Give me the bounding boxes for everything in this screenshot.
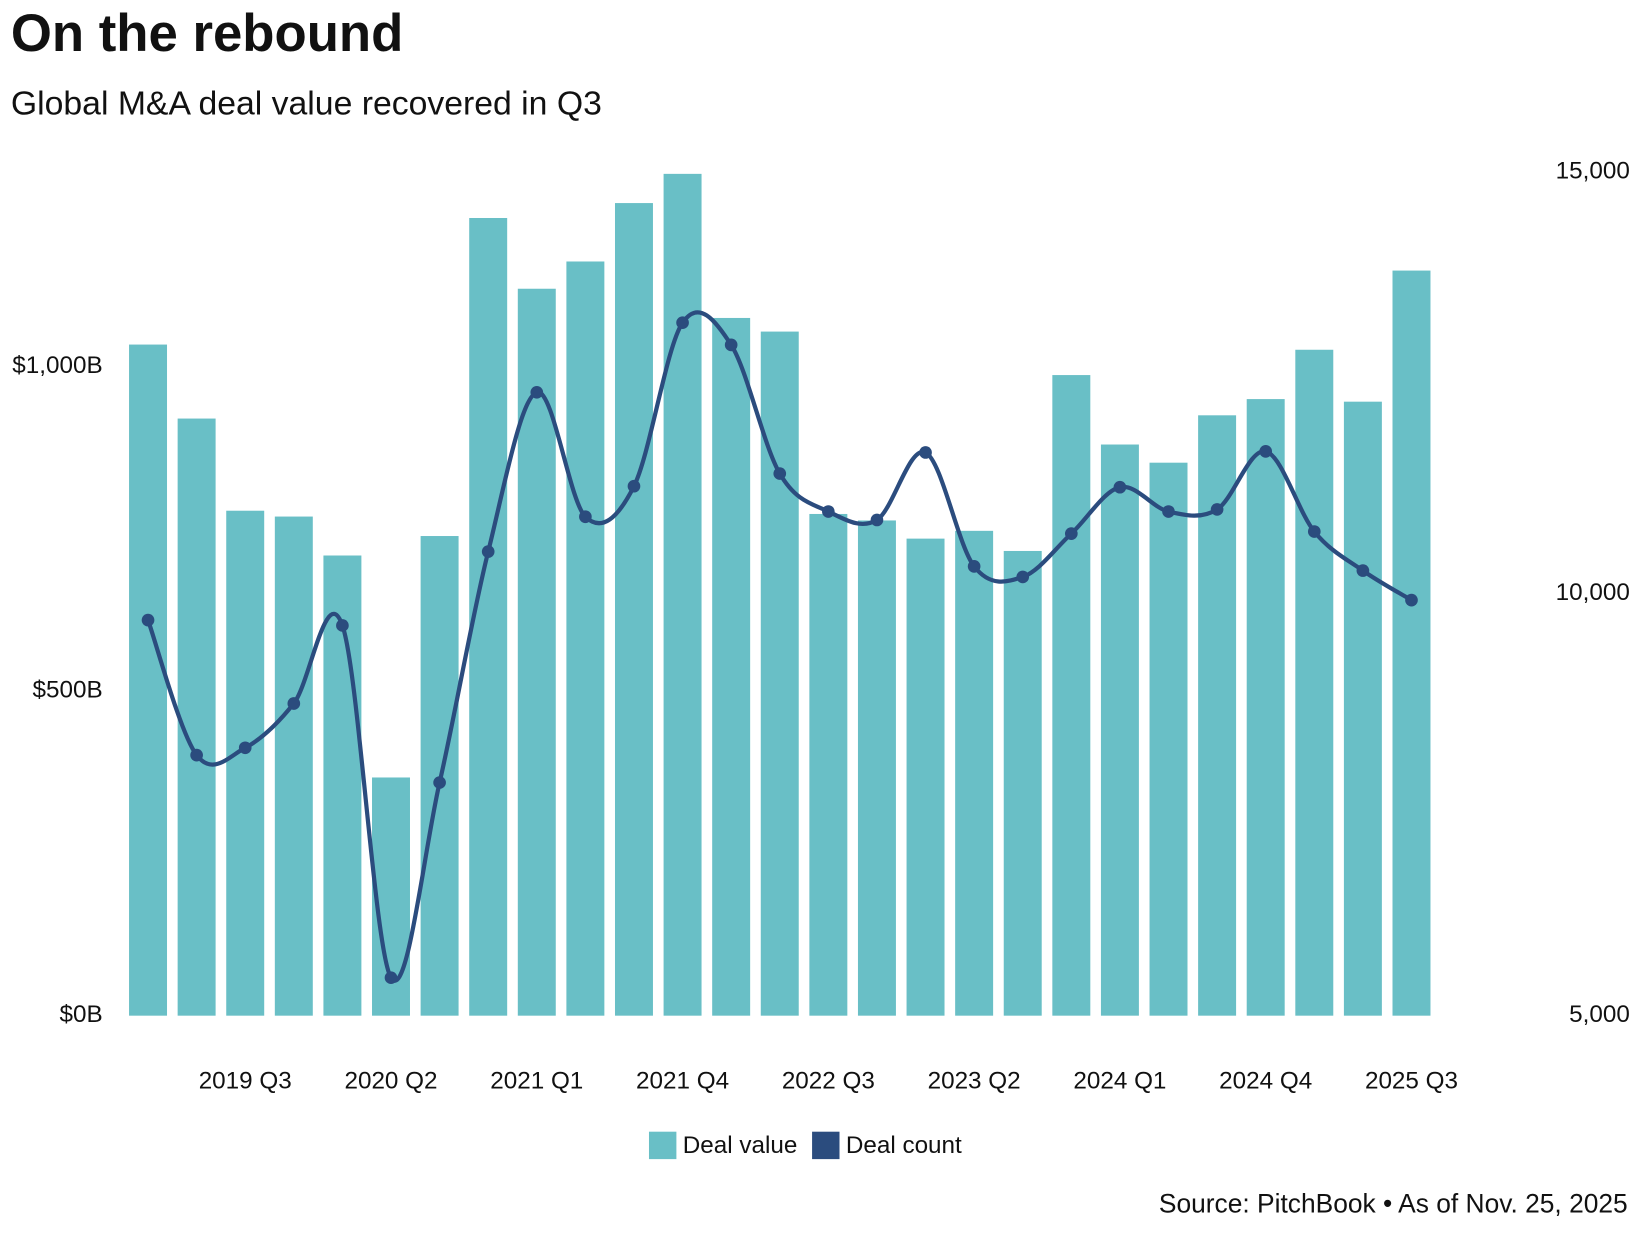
- point: [773, 467, 787, 480]
- y2-tick-label: 15,000: [1556, 157, 1630, 184]
- point: [1210, 503, 1224, 516]
- point: [676, 316, 689, 330]
- y-tick-label: $500B: [33, 677, 103, 704]
- point: [1113, 480, 1127, 494]
- bar: [566, 261, 605, 1016]
- point: [336, 619, 349, 632]
- point: [822, 505, 835, 518]
- point: [579, 510, 592, 524]
- legend-label: Deal count: [846, 1132, 962, 1159]
- point: [1162, 505, 1175, 518]
- y-tick-label: $0B: [59, 1001, 102, 1028]
- legend-label: Deal value: [683, 1132, 798, 1159]
- point: [627, 479, 641, 493]
- x-tick-label: 2025 Q3: [1365, 1068, 1458, 1095]
- x-tick-label: 2021 Q1: [490, 1068, 583, 1095]
- point: [238, 741, 252, 755]
- chart-subtitle: Global M&A deal value recovered in Q3: [11, 84, 602, 122]
- bar: [809, 513, 848, 1016]
- bar: [1295, 349, 1334, 1016]
- source-note: Source: PitchBook • As of Nov. 25, 2025: [1159, 1188, 1628, 1218]
- point: [1259, 445, 1273, 458]
- point: [870, 513, 884, 527]
- bar: [614, 203, 653, 1016]
- chart-title: On the rebound: [11, 4, 403, 63]
- bar: [177, 418, 216, 1016]
- bar: [226, 510, 265, 1016]
- bar: [663, 173, 702, 1016]
- point: [1307, 525, 1321, 538]
- x-tick-label: 2019 Q3: [199, 1068, 292, 1095]
- bar: [906, 538, 945, 1016]
- x-tick-label: 2024 Q4: [1219, 1068, 1312, 1095]
- bar: [129, 344, 168, 1016]
- bar: [857, 520, 896, 1016]
- point: [141, 613, 155, 627]
- bar: [1392, 270, 1431, 1016]
- point: [287, 697, 301, 710]
- point: [481, 545, 495, 558]
- bar: [1100, 444, 1139, 1016]
- point: [190, 748, 203, 762]
- point: [1405, 593, 1418, 607]
- legend-swatch: [648, 1131, 677, 1160]
- bar: [274, 516, 313, 1016]
- x-tick-label: 2020 Q2: [344, 1068, 437, 1095]
- bar: [1052, 375, 1091, 1016]
- point: [919, 446, 932, 459]
- point: [1356, 564, 1370, 577]
- y-tick-label: $1,000B: [12, 352, 102, 379]
- point: [1016, 570, 1030, 584]
- point: [530, 385, 544, 399]
- legend-swatch: [812, 1131, 840, 1160]
- bar: [712, 317, 751, 1016]
- point: [433, 776, 446, 789]
- y2-tick-label: 5,000: [1569, 1001, 1630, 1028]
- bar: [955, 530, 994, 1016]
- bar: [760, 331, 799, 1016]
- point: [967, 560, 981, 573]
- x-tick-label: 2021 Q4: [636, 1068, 729, 1095]
- x-tick-label: 2023 Q2: [928, 1068, 1021, 1095]
- x-tick-label: 2024 Q1: [1073, 1068, 1166, 1095]
- bar: [1343, 401, 1382, 1016]
- point: [724, 338, 738, 352]
- bar: [1246, 399, 1285, 1016]
- bar: [1149, 462, 1188, 1016]
- bar: [1003, 550, 1042, 1016]
- point: [1064, 527, 1078, 540]
- y2-tick-label: 10,000: [1556, 579, 1630, 606]
- x-tick-label: 2022 Q3: [782, 1068, 875, 1095]
- point: [384, 971, 398, 985]
